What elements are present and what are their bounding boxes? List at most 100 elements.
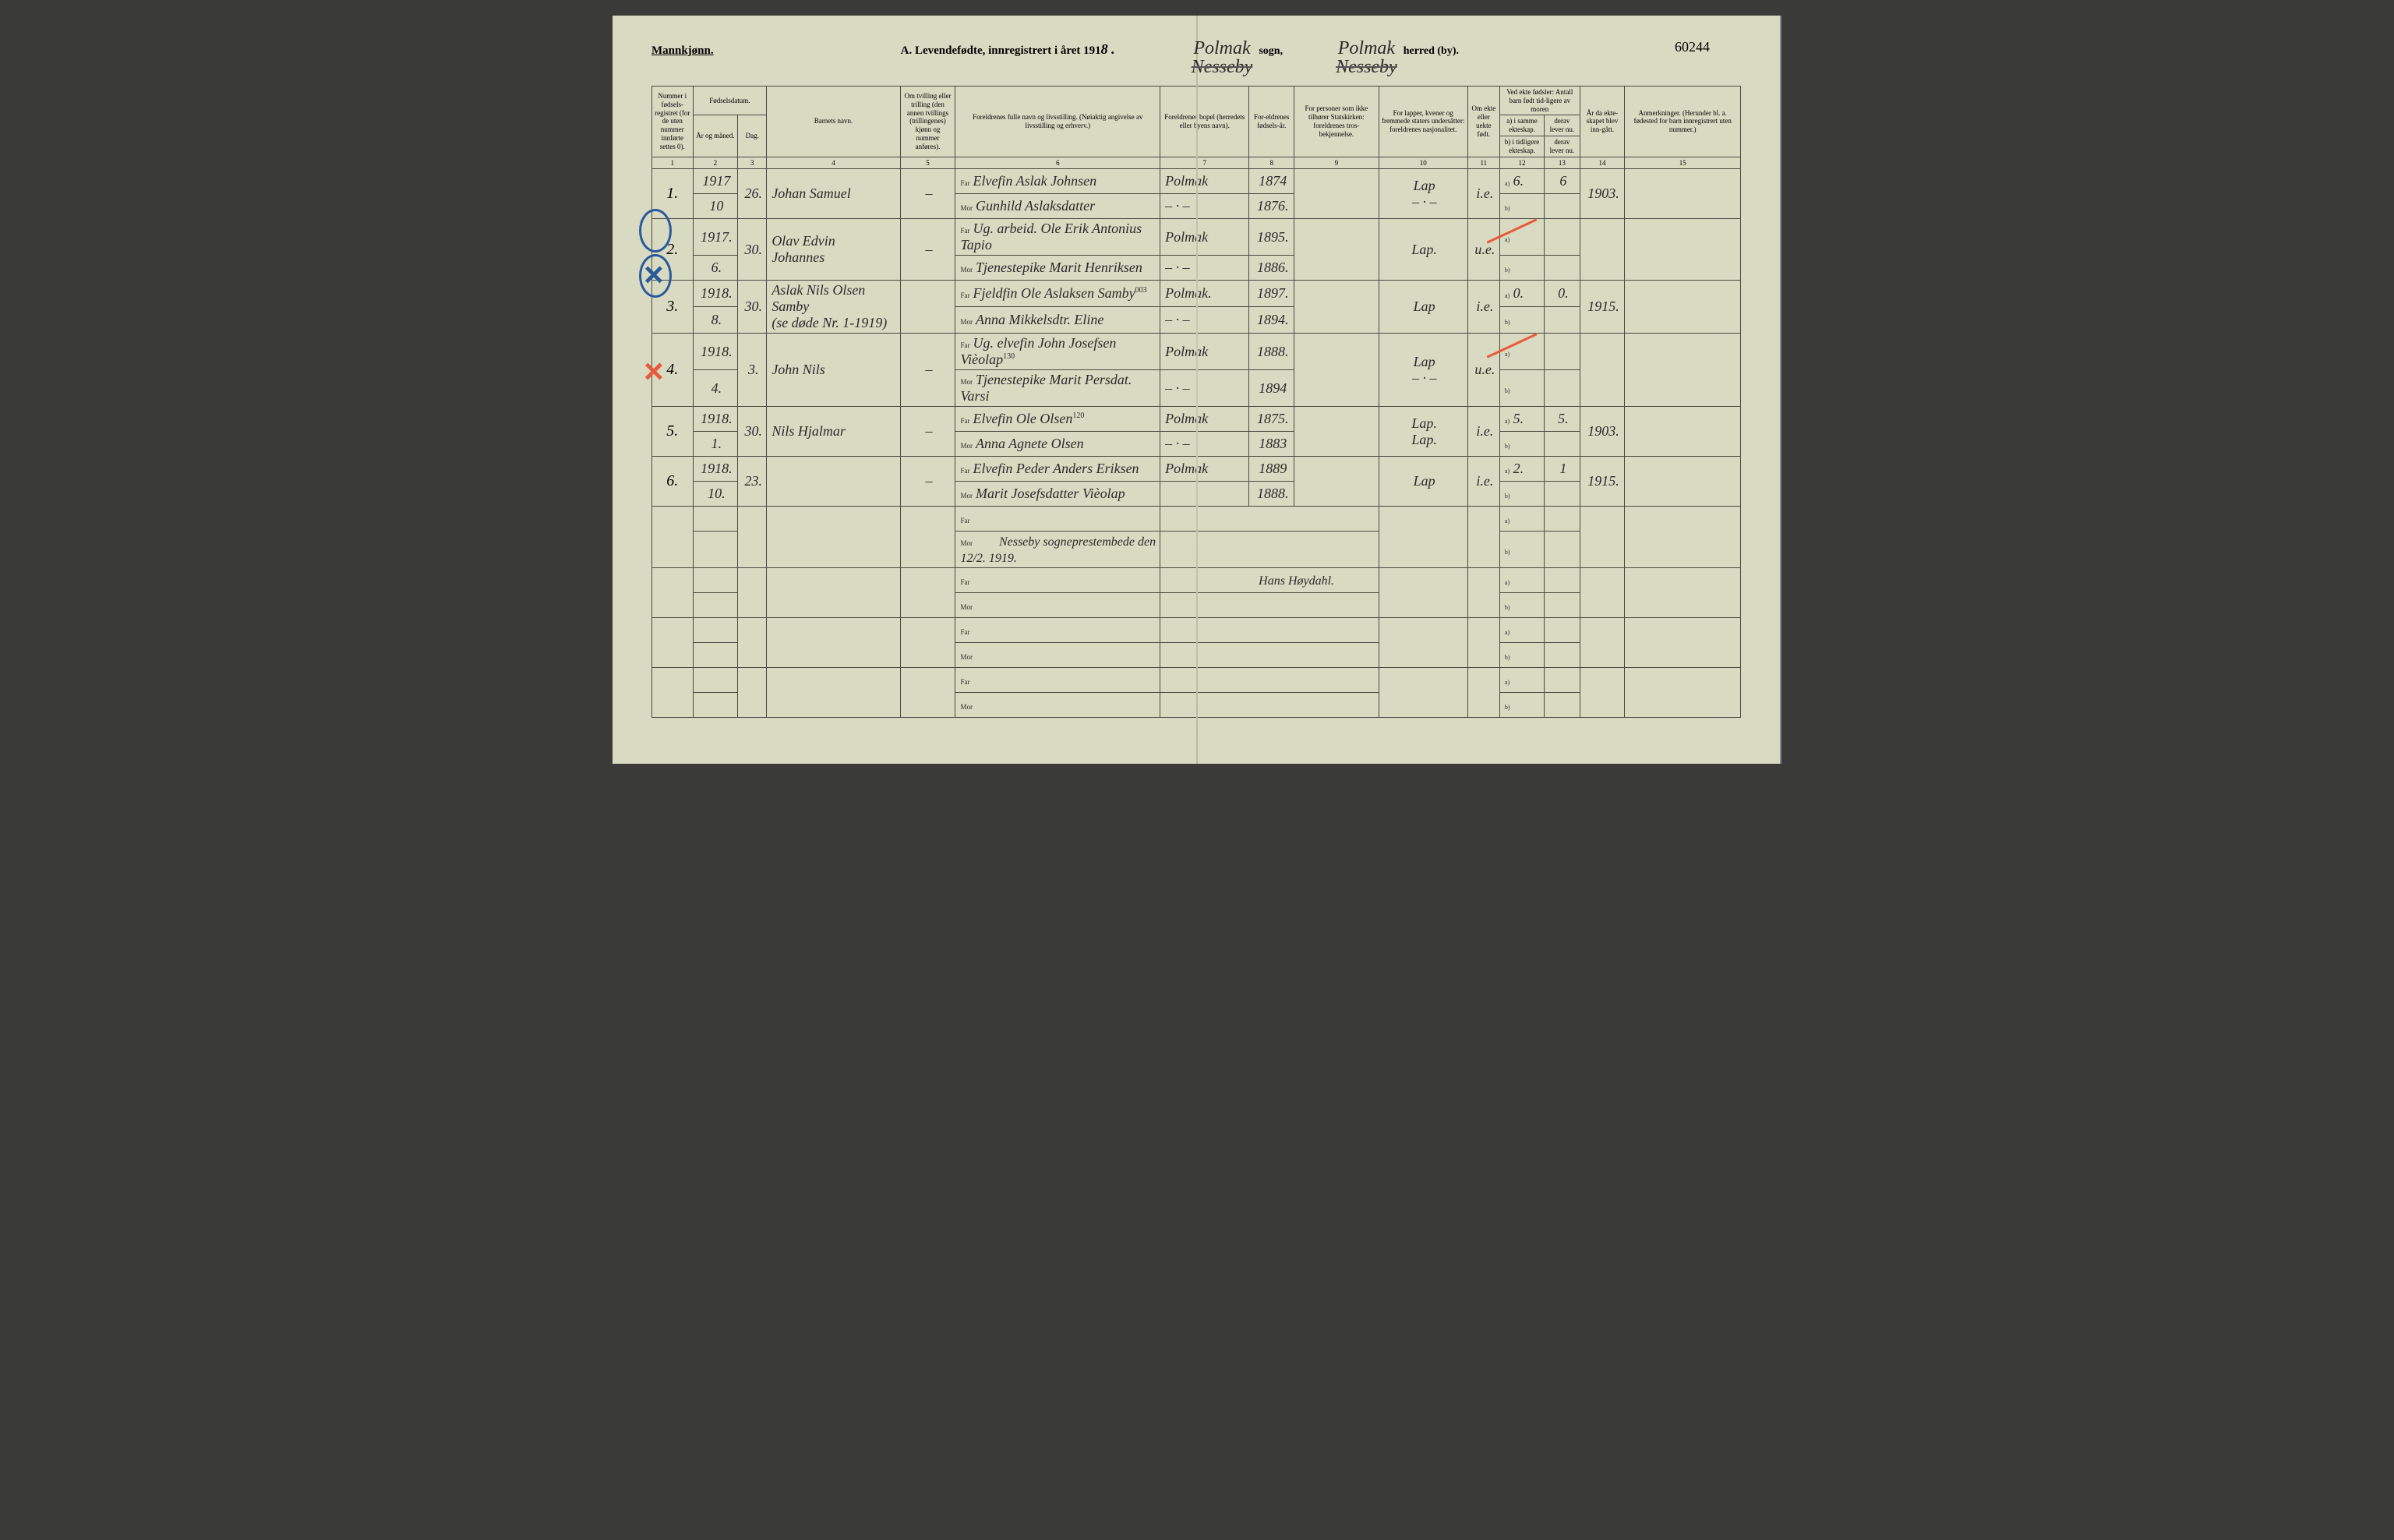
year-month-2: 8. <box>693 307 738 334</box>
children-b: b) <box>1499 432 1544 457</box>
gender-label: Mannkjønn. <box>651 44 714 58</box>
year-month-2: 4. <box>693 370 738 407</box>
father-cell: FarElvefin Aslak Johnsen <box>955 169 1160 194</box>
father-cell: FarFjeldfin Ole Aslaksen Samby003 <box>955 281 1160 307</box>
ekte: u.e. <box>1467 334 1499 407</box>
col-header: Foreldrenes bopel (herredets eller byens… <box>1160 87 1249 157</box>
col-header: Om tvilling eller trilling (den annen tv… <box>900 87 955 157</box>
day: 26. <box>738 169 767 219</box>
children-b2 <box>1545 482 1580 507</box>
blue-x-mark: × <box>644 256 664 295</box>
twin: – <box>900 407 955 457</box>
title-text: A. Levendefødte, innregistrert i året 19… <box>901 41 1115 58</box>
mother-year: 1886. <box>1249 256 1294 281</box>
page-fold <box>1196 16 1198 764</box>
mother-year: 1883 <box>1249 432 1294 457</box>
religion <box>1294 407 1379 457</box>
father-cell: FarUg. elvefin John Josefsen Vièolap130 <box>955 334 1160 370</box>
document-page: Mannkjønn. A. Levendefødte, innregistrer… <box>613 16 1781 764</box>
day: 30. <box>738 219 767 281</box>
mother-cell: MorTjenestepike Marit Persdat. Varsi <box>955 370 1160 407</box>
year-month: 1918. <box>693 407 738 432</box>
nationality: Lap– · – <box>1379 169 1467 219</box>
red-x-mark: × <box>644 352 664 391</box>
remarks <box>1625 219 1741 281</box>
col-header: For personer som ikke tilhører Statskirk… <box>1294 87 1379 157</box>
twin: – <box>900 457 955 507</box>
col-header: Nummer i fødsels-registret (for de uten … <box>652 87 694 157</box>
place-2 <box>1160 482 1249 507</box>
father-year: 1895. <box>1249 219 1294 256</box>
place-2: – · – <box>1160 194 1249 219</box>
remarks <box>1625 281 1741 334</box>
twin: – <box>900 169 955 219</box>
far-empty: Far <box>955 618 1160 643</box>
day: 23. <box>738 457 767 507</box>
mother-cell: MorTjenestepike Marit Henriksen <box>955 256 1160 281</box>
children-living <box>1545 334 1580 370</box>
religion <box>1294 334 1379 407</box>
children-b2 <box>1545 432 1580 457</box>
remarks <box>1625 169 1741 219</box>
children-b: b) <box>1499 370 1544 407</box>
father-year: 1888. <box>1249 334 1294 370</box>
col-header: Barnets navn. <box>767 87 900 157</box>
twin <box>900 281 955 334</box>
ekte: i.e. <box>1467 407 1499 457</box>
col-subheader: b) i tidligere ekteskap. <box>1499 136 1544 157</box>
father-cell: FarUg. arbeid. Ole Erik Antonius Tapio <box>955 219 1160 256</box>
year-month: 1918. <box>693 457 738 482</box>
col-header: Foreldrenes fulle navn og livsstilling. … <box>955 87 1160 157</box>
children-living: 1 <box>1545 457 1580 482</box>
child-name: Aslak Nils Olsen Samby(se døde Nr. 1-191… <box>767 281 900 334</box>
father-cell: FarElvefin Ole Olsen120 <box>955 407 1160 432</box>
mor-empty: MorNesseby sogneprestembede den 12/2. 19… <box>955 532 1160 568</box>
place-2: – · – <box>1160 370 1249 407</box>
marriage-year <box>1580 334 1625 407</box>
father-year: 1889 <box>1249 457 1294 482</box>
mother-year: 1894. <box>1249 307 1294 334</box>
mother-year: 1894 <box>1249 370 1294 407</box>
nationality: Lap.Lap. <box>1379 407 1467 457</box>
twin: – <box>900 219 955 281</box>
year-month: 1918. <box>693 281 738 307</box>
father-year: 1874 <box>1249 169 1294 194</box>
far-empty: Far <box>955 668 1160 693</box>
mor-empty: Mor <box>955 643 1160 668</box>
place: Polmak. <box>1160 281 1249 307</box>
ekte: i.e. <box>1467 169 1499 219</box>
col-header: For lapper, kvener og fremmede staters u… <box>1379 87 1467 157</box>
child-name: Olav EdvinJohannes <box>767 219 900 281</box>
col-subheader: År og måned. <box>693 115 738 157</box>
mor-empty: Mor <box>955 593 1160 618</box>
mor-empty: Mor <box>955 693 1160 718</box>
nationality: Lap <box>1379 281 1467 334</box>
mother-cell: MorMarit Josefsdatter Vièolap <box>955 482 1160 507</box>
year-month: 1917. <box>693 219 738 256</box>
children-living <box>1545 219 1580 256</box>
ekte: u.e. <box>1467 219 1499 281</box>
mother-cell: MorAnna Agnete Olsen <box>955 432 1160 457</box>
day: 30. <box>738 407 767 457</box>
sogn-handwriting: Polmak Nesseby <box>1192 39 1253 76</box>
father-year: 1875. <box>1249 407 1294 432</box>
row-number: 6. <box>652 457 694 507</box>
year-month-2: 1. <box>693 432 738 457</box>
year-month-2: 6. <box>693 256 738 281</box>
religion <box>1294 169 1379 219</box>
page-number: 60244 <box>1675 39 1710 55</box>
father-year: 1897. <box>1249 281 1294 307</box>
religion <box>1294 219 1379 281</box>
children-b: b) <box>1499 194 1544 219</box>
children-living: 5. <box>1545 407 1580 432</box>
twin: – <box>900 334 955 407</box>
page-header: Mannkjønn. A. Levendefødte, innregistrer… <box>651 39 1741 76</box>
place-2: – · – <box>1160 432 1249 457</box>
nationality: Lap <box>1379 457 1467 507</box>
mother-year: 1876. <box>1249 194 1294 219</box>
day: 3. <box>738 334 767 407</box>
remarks <box>1625 407 1741 457</box>
children-b: b) <box>1499 256 1544 281</box>
col-subheader: Dag. <box>738 115 767 157</box>
marriage-year: 1915. <box>1580 281 1625 334</box>
